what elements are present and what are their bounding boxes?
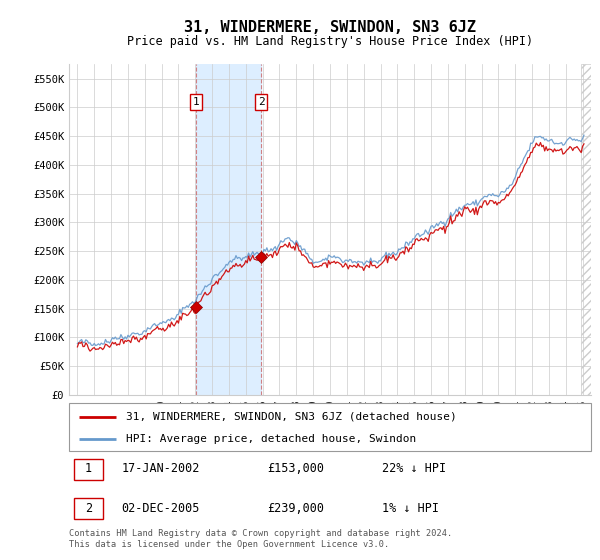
Text: 1% ↓ HPI: 1% ↓ HPI bbox=[382, 502, 439, 515]
Bar bbox=[196, 64, 261, 395]
Text: 2: 2 bbox=[85, 502, 92, 515]
Text: 22% ↓ HPI: 22% ↓ HPI bbox=[382, 463, 446, 475]
FancyBboxPatch shape bbox=[74, 498, 103, 519]
Text: HPI: Average price, detached house, Swindon: HPI: Average price, detached house, Swin… bbox=[127, 434, 416, 444]
Text: 31, WINDERMERE, SWINDON, SN3 6JZ (detached house): 31, WINDERMERE, SWINDON, SN3 6JZ (detach… bbox=[127, 412, 457, 422]
Text: 1: 1 bbox=[85, 463, 92, 475]
Bar bbox=[581, 64, 591, 395]
Text: Contains HM Land Registry data © Crown copyright and database right 2024.
This d: Contains HM Land Registry data © Crown c… bbox=[69, 529, 452, 549]
Text: Price paid vs. HM Land Registry's House Price Index (HPI): Price paid vs. HM Land Registry's House … bbox=[127, 35, 533, 48]
Text: 2: 2 bbox=[258, 97, 265, 107]
Text: £239,000: £239,000 bbox=[268, 502, 325, 515]
Bar bbox=[581, 64, 591, 395]
FancyBboxPatch shape bbox=[69, 403, 591, 451]
Text: 02-DEC-2005: 02-DEC-2005 bbox=[121, 502, 200, 515]
FancyBboxPatch shape bbox=[74, 459, 103, 479]
Text: £153,000: £153,000 bbox=[268, 463, 325, 475]
Text: 1: 1 bbox=[193, 97, 199, 107]
Text: 31, WINDERMERE, SWINDON, SN3 6JZ: 31, WINDERMERE, SWINDON, SN3 6JZ bbox=[184, 20, 476, 35]
Text: 17-JAN-2002: 17-JAN-2002 bbox=[121, 463, 200, 475]
